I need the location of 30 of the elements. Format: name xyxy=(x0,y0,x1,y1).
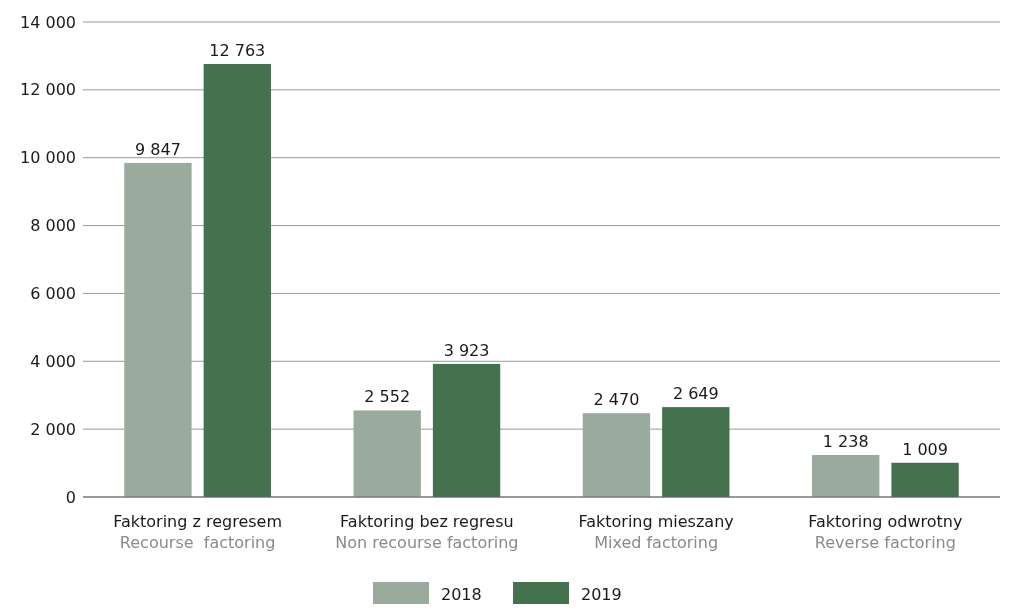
bar xyxy=(662,407,730,497)
data-label: 1 238 xyxy=(822,432,869,451)
legend-label: 2019 xyxy=(581,585,622,604)
bar xyxy=(353,410,421,497)
y-tick-label: 0 xyxy=(65,487,76,507)
y-tick-label: 10 000 xyxy=(20,148,76,168)
x-tick-label: Faktoring mieszany Mixed factoring xyxy=(578,512,734,552)
data-label: 2 552 xyxy=(364,387,411,407)
x-tick-label: Faktoring bez regresu Non recourse factoring xyxy=(335,512,519,552)
bar xyxy=(812,455,880,497)
bar xyxy=(891,462,959,497)
y-tick-label: 12 000 xyxy=(20,80,76,100)
data-label: 9 847 xyxy=(135,139,181,159)
x-tick-label: Faktoring z regresem Recourse factoring xyxy=(113,512,283,552)
data-label: 3 923 xyxy=(443,340,490,360)
data-label: 1 009 xyxy=(902,439,948,459)
data-label: 2 470 xyxy=(593,390,640,410)
x-tick-label: Faktoring odwrotny Reverse factoring xyxy=(808,512,963,552)
y-tick-label: 14 000 xyxy=(20,12,76,32)
data-label: 12 763 xyxy=(209,40,266,60)
bar xyxy=(582,413,651,497)
y-tick-label: 2 000 xyxy=(30,419,76,439)
bar xyxy=(124,162,192,497)
bar xyxy=(432,363,501,497)
y-tick-label: 8 000 xyxy=(30,216,76,236)
legend-label: 2018 xyxy=(441,585,482,604)
y-tick-label: 4 000 xyxy=(30,351,76,371)
y-tick-label: 6 000 xyxy=(30,284,76,304)
data-label: 2 649 xyxy=(672,384,719,404)
bar xyxy=(203,63,271,497)
